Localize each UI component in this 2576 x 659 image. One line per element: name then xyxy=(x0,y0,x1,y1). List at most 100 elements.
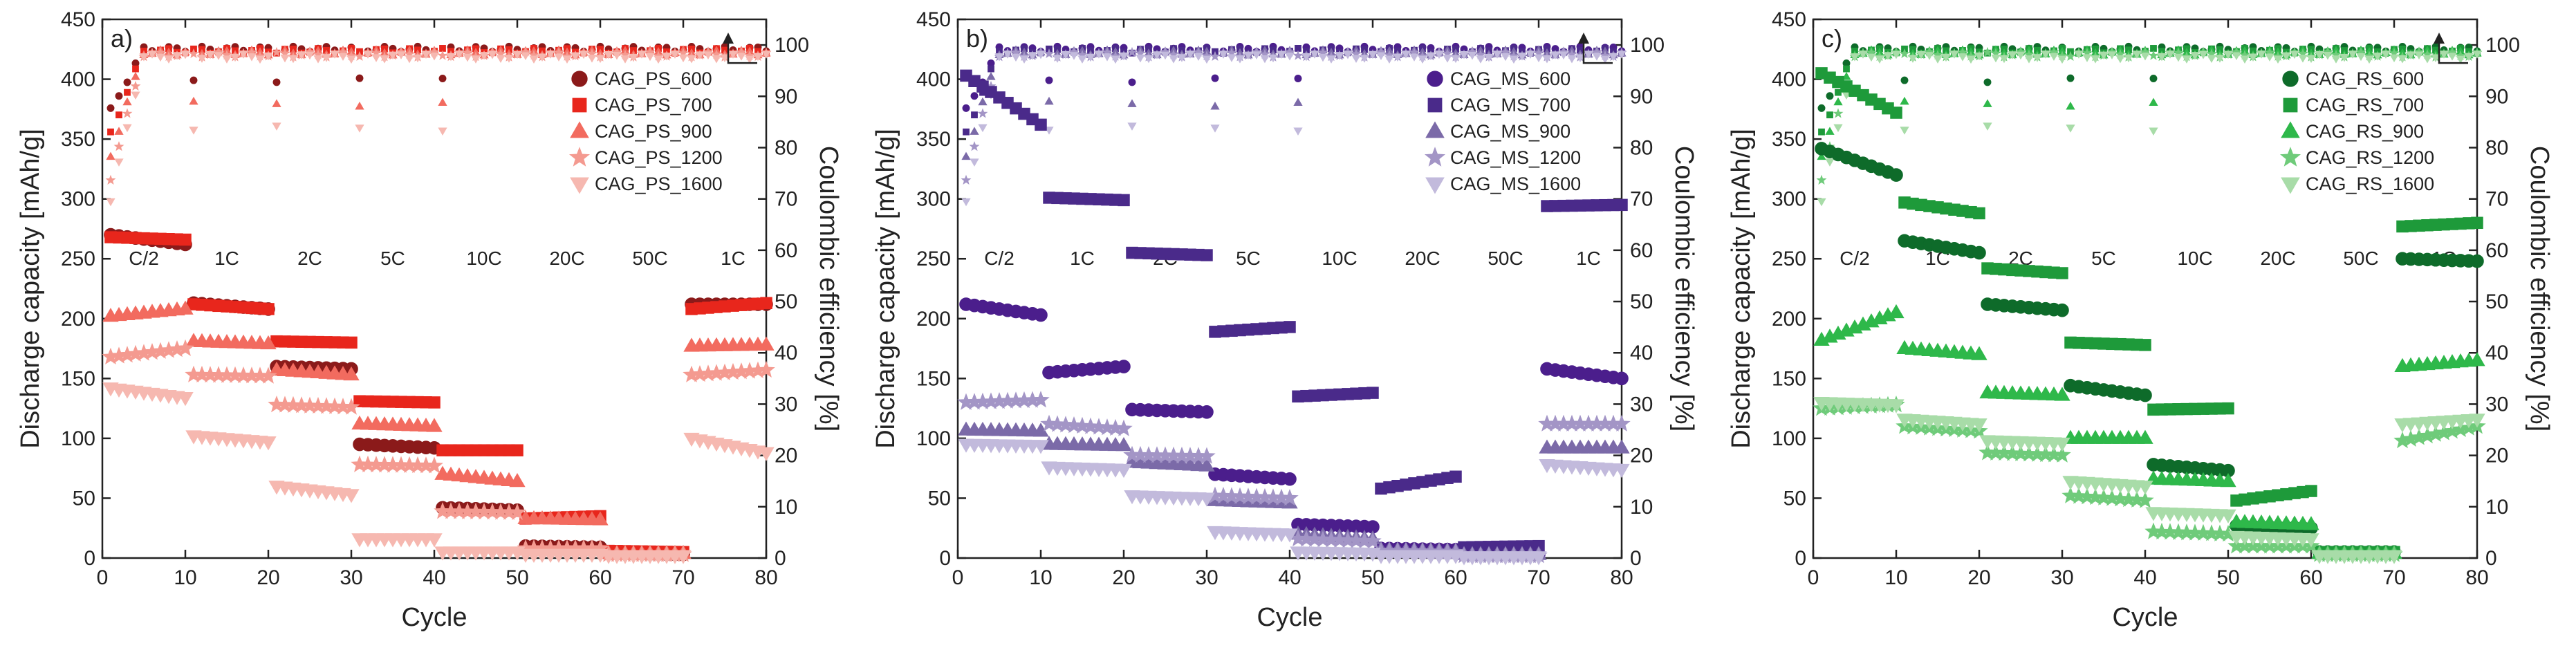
ce-point xyxy=(1210,101,1220,110)
ce-point xyxy=(1509,55,1519,64)
ce-point xyxy=(122,97,132,106)
ce-point xyxy=(1218,50,1228,59)
series-4 xyxy=(102,382,775,564)
ce-point xyxy=(2414,51,2424,60)
y-axis-title: Discharge capacity [mAh/g] xyxy=(1727,129,1756,449)
y2-tick-label: 80 xyxy=(1630,136,1653,159)
ce-point xyxy=(355,101,364,110)
ce-point xyxy=(130,80,141,91)
data-point xyxy=(1890,106,1902,119)
data-point xyxy=(2220,509,2236,523)
ce-point xyxy=(197,55,207,63)
ce-point xyxy=(1891,50,1901,59)
ce-point xyxy=(2389,54,2399,63)
ce-point xyxy=(1152,51,1162,59)
y2-tick-label: 90 xyxy=(1630,85,1653,108)
chart-panel-3: 0 10 20 30 40 50 60 70 8005010015020025030035040… xyxy=(1727,8,2554,632)
ce-point xyxy=(1293,127,1303,136)
legend-marker xyxy=(2283,98,2298,113)
ce-point xyxy=(2140,52,2150,61)
rate-label: 10C xyxy=(1322,248,1357,269)
ce-point xyxy=(1983,122,1992,131)
ce-point xyxy=(2198,50,2208,59)
ce-point xyxy=(1376,52,1386,60)
ce-point xyxy=(970,127,979,135)
ce-point xyxy=(2356,53,2366,62)
ce-point xyxy=(537,53,547,62)
data-point xyxy=(1032,440,1049,454)
rate-label: 20C xyxy=(2260,248,2295,269)
y-tick-label: 300 xyxy=(1772,188,1806,211)
ce-point xyxy=(1343,50,1353,59)
ce-point xyxy=(1227,54,1236,62)
ce-point xyxy=(1899,48,1910,59)
y2-tick-label: 90 xyxy=(2485,85,2508,108)
ce-point xyxy=(189,76,198,84)
data-point xyxy=(1615,198,1628,212)
data-point xyxy=(2137,429,2153,444)
y2-tick-label: 30 xyxy=(775,393,797,416)
ce-point xyxy=(1816,174,1827,185)
x-axis-title: Cycle xyxy=(401,603,467,632)
ce-point xyxy=(612,51,622,60)
ce-point xyxy=(2149,98,2158,106)
ce-point xyxy=(1318,53,1328,62)
arrow-head xyxy=(2434,33,2445,44)
ce-point xyxy=(1277,50,1286,59)
data-point xyxy=(2103,489,2121,506)
ce-point xyxy=(1044,127,1054,135)
y2-axis-title: Coulombic efficiency [%] xyxy=(1669,146,1698,431)
ce-point xyxy=(2232,52,2241,60)
data-point xyxy=(1284,321,1296,333)
ce-point xyxy=(1045,76,1053,84)
ce-point xyxy=(1833,124,1843,133)
y2-tick-label: 80 xyxy=(2485,136,2508,159)
ce-point xyxy=(454,50,464,59)
data-point xyxy=(177,392,194,407)
y-tick-label: 450 xyxy=(61,8,95,31)
x-tick-label: 40 xyxy=(423,566,445,589)
data-point xyxy=(2128,490,2146,508)
data-point xyxy=(425,456,443,474)
ce-point xyxy=(380,55,389,64)
x-tick-label: 30 xyxy=(2050,566,2073,589)
ce-point xyxy=(2306,55,2316,64)
ce-point xyxy=(1517,53,1527,61)
x-tick-label: 30 xyxy=(340,566,362,589)
series-1 xyxy=(960,69,1628,554)
y2-tick-label: 20 xyxy=(2485,445,2508,467)
data-point xyxy=(1117,360,1131,373)
ce-point xyxy=(962,104,970,112)
axis-arrow xyxy=(1578,33,1613,64)
ce-point xyxy=(1833,97,1843,106)
data-point xyxy=(2054,437,2070,452)
rate-label: 1C xyxy=(721,248,745,269)
rate-label: 1C xyxy=(1070,248,1095,269)
ce-point xyxy=(662,53,671,61)
ce-point xyxy=(986,72,996,80)
ce-point xyxy=(2157,53,2167,62)
y2-tick-label: 100 xyxy=(1630,34,1665,57)
y2-axis-title: Coulombic efficiency [%] xyxy=(814,146,843,431)
ce-point xyxy=(2049,53,2059,62)
ce-point xyxy=(1368,50,1378,59)
ce-point xyxy=(1252,51,1261,59)
legend-label: CAG_MS_700 xyxy=(1450,95,1570,115)
rate-label: 5C xyxy=(1236,248,1261,269)
ce-point xyxy=(1842,72,1851,80)
ce-point xyxy=(695,51,705,59)
ce-point xyxy=(2207,55,2216,64)
y-tick-label: 0 xyxy=(939,547,951,570)
data-point xyxy=(179,233,192,246)
ce-point xyxy=(2132,50,2142,59)
ce-point xyxy=(205,50,215,59)
x-tick-label: 0 xyxy=(952,566,964,589)
ce-point xyxy=(1817,104,1826,112)
data-point xyxy=(343,366,360,381)
ce-point xyxy=(1476,55,1485,64)
ce-point xyxy=(355,74,364,82)
ce-point xyxy=(115,92,123,100)
ce-point xyxy=(1418,55,1427,64)
data-point xyxy=(1118,194,1130,207)
rate-label: C/2 xyxy=(984,248,1014,269)
